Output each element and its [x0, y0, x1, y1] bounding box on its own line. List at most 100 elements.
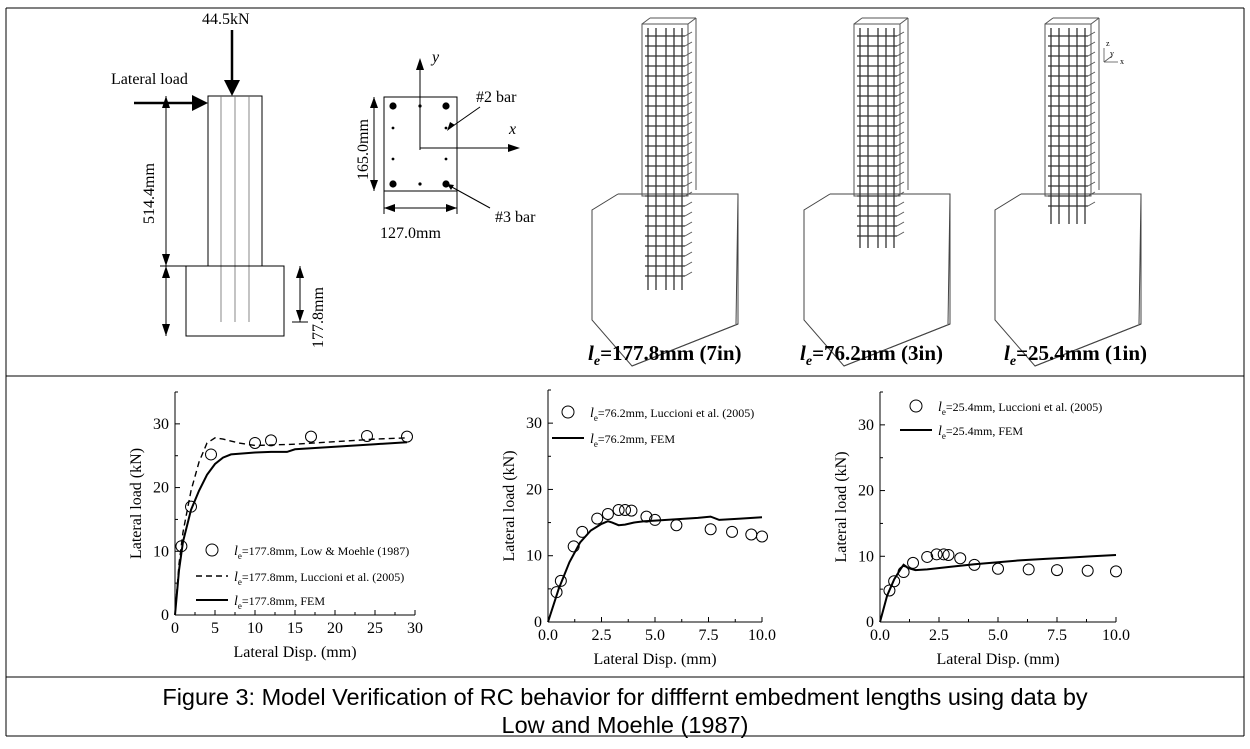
legend-label: le=177.8mm, Low & Moehle (1987): [234, 544, 409, 561]
legend-label: le=177.8mm, Luccioni et al. (2005): [234, 570, 404, 587]
y-tick-label: 0: [161, 607, 169, 624]
legend-marker-circle: [561, 405, 575, 419]
y-axis-label: Lateral load (kN): [128, 448, 145, 559]
data-point: [1022, 563, 1035, 576]
x-tick-label: 2.5: [929, 627, 949, 644]
bar3-label: #3 bar: [495, 209, 536, 226]
data-point: [625, 504, 638, 517]
data-point: [1110, 565, 1122, 578]
data-point: [640, 510, 653, 523]
data-point: [756, 530, 768, 543]
x-tick-label: 0.0: [538, 627, 558, 644]
data-point: [305, 430, 317, 443]
x-tick-label: 5.0: [645, 627, 665, 644]
lateral-load-arrow-head: [192, 95, 208, 111]
data-point: [745, 528, 758, 541]
data-point: [1051, 564, 1063, 577]
data-point: [954, 552, 967, 565]
axial-load-arrow-head: [224, 80, 240, 96]
data-point: [942, 548, 955, 561]
x-tick-label: 7.5: [1047, 627, 1067, 644]
data-point: [601, 507, 614, 520]
model-label-2: le=76.2mm (3in): [800, 341, 943, 369]
data-point: [992, 562, 1004, 575]
chart-le-177: 0 5 10 15 20 25 30 0 10 20 30 Lateral Disp. (mm) Lat…: [128, 391, 423, 661]
data-point: [205, 448, 217, 461]
legend-marker-circle: [205, 543, 219, 557]
data-point: [265, 434, 277, 447]
data-point: [670, 519, 683, 532]
series-line-solid: [547, 515, 763, 623]
x-tick-label: 7.5: [699, 627, 719, 644]
axis-y-label: y: [430, 49, 440, 66]
series-line-solid: [879, 554, 1117, 623]
x-tick-label: 25: [367, 620, 383, 637]
data-point: [619, 503, 632, 516]
legend-marker-circle: [909, 399, 923, 413]
triad-x-label: x: [1120, 57, 1124, 66]
y-tick-label: 0: [866, 614, 874, 631]
axial-load-label: 44.5kN: [202, 11, 250, 28]
coordinate-triad-icon: [1103, 48, 1118, 63]
series-line-solid: [174, 441, 408, 616]
data-point: [921, 550, 934, 563]
y-tick-label: 10: [858, 548, 874, 565]
x-tick-label: 0.0: [870, 627, 890, 644]
data-point: [576, 525, 589, 538]
x-tick-label: 5.0: [988, 627, 1008, 644]
legend-label: le=76.2mm, FEM: [590, 432, 675, 449]
x-tick-label: 15: [287, 620, 303, 637]
data-point: [249, 436, 261, 449]
cross-section: [370, 58, 520, 214]
mesh-model-1: [591, 17, 739, 367]
legend-label: le=25.4mm, FEM: [938, 424, 1023, 441]
table-borders: [5, 7, 1245, 737]
x-tick-label: 10.0: [1102, 627, 1130, 644]
data-point: [888, 575, 901, 588]
data-point: [937, 548, 950, 561]
x-tick-label: 30: [407, 620, 423, 637]
y-axis-label: Lateral load (kN): [501, 450, 518, 561]
legend-label: le=76.2mm, Luccioni et al. (2005): [590, 406, 754, 423]
x-tick-label: 10.0: [748, 627, 776, 644]
data-point: [554, 574, 567, 587]
y-tick-label: 30: [858, 417, 874, 434]
y-tick-label: 0: [534, 614, 542, 631]
x-axis-label: Lateral Disp. (mm): [936, 651, 1059, 668]
data-point: [401, 430, 413, 443]
bar2-label: #2 bar: [476, 89, 517, 106]
y-tick-label: 10: [526, 548, 542, 565]
lateral-load-label: Lateral load: [111, 71, 188, 88]
data-point: [1081, 564, 1094, 577]
caption-line-1: Figure 3: Model Verification of RC behav…: [162, 684, 1088, 710]
y-tick-label: 20: [526, 481, 542, 498]
footing-height-label: 177.8mm: [310, 287, 327, 348]
legend-label: le=177.8mm, FEM: [234, 594, 325, 611]
x-tick-label: 5: [211, 620, 219, 637]
data-point: [726, 525, 739, 538]
data-point: [567, 540, 580, 553]
data-point: [591, 512, 604, 525]
triad-z-label: z: [1106, 39, 1110, 48]
x-axis-label: Lateral Disp. (mm): [593, 651, 716, 668]
series-line-dashed: [174, 437, 408, 616]
data-point: [612, 503, 625, 516]
section-width-label: 127.0mm: [380, 225, 441, 242]
data-point: [361, 429, 373, 442]
y-tick-label: 30: [526, 415, 542, 432]
data-point: [907, 556, 920, 569]
y-tick-label: 20: [153, 480, 169, 497]
y-tick-label: 30: [153, 416, 169, 433]
y-tick-label: 20: [858, 483, 874, 500]
mesh-model-3: [994, 17, 1142, 367]
x-tick-label: 10: [247, 620, 263, 637]
x-tick-label: 20: [327, 620, 343, 637]
mesh-models: [591, 17, 1142, 367]
data-point: [704, 523, 717, 536]
column-elevation: [134, 30, 308, 337]
model-label-3: le=25.4mm (1in): [1004, 341, 1147, 369]
caption-line-2: Low and Moehle (1987): [501, 712, 749, 738]
chart-le-25: 0.0 2.5 5.0 7.5 10.0 0 10 20 30 Lateral Disp. (mm…: [833, 391, 1130, 668]
